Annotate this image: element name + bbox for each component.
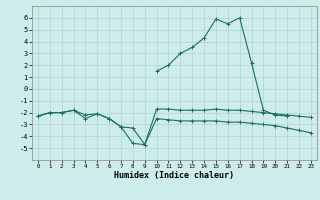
X-axis label: Humidex (Indice chaleur): Humidex (Indice chaleur) xyxy=(115,171,234,180)
